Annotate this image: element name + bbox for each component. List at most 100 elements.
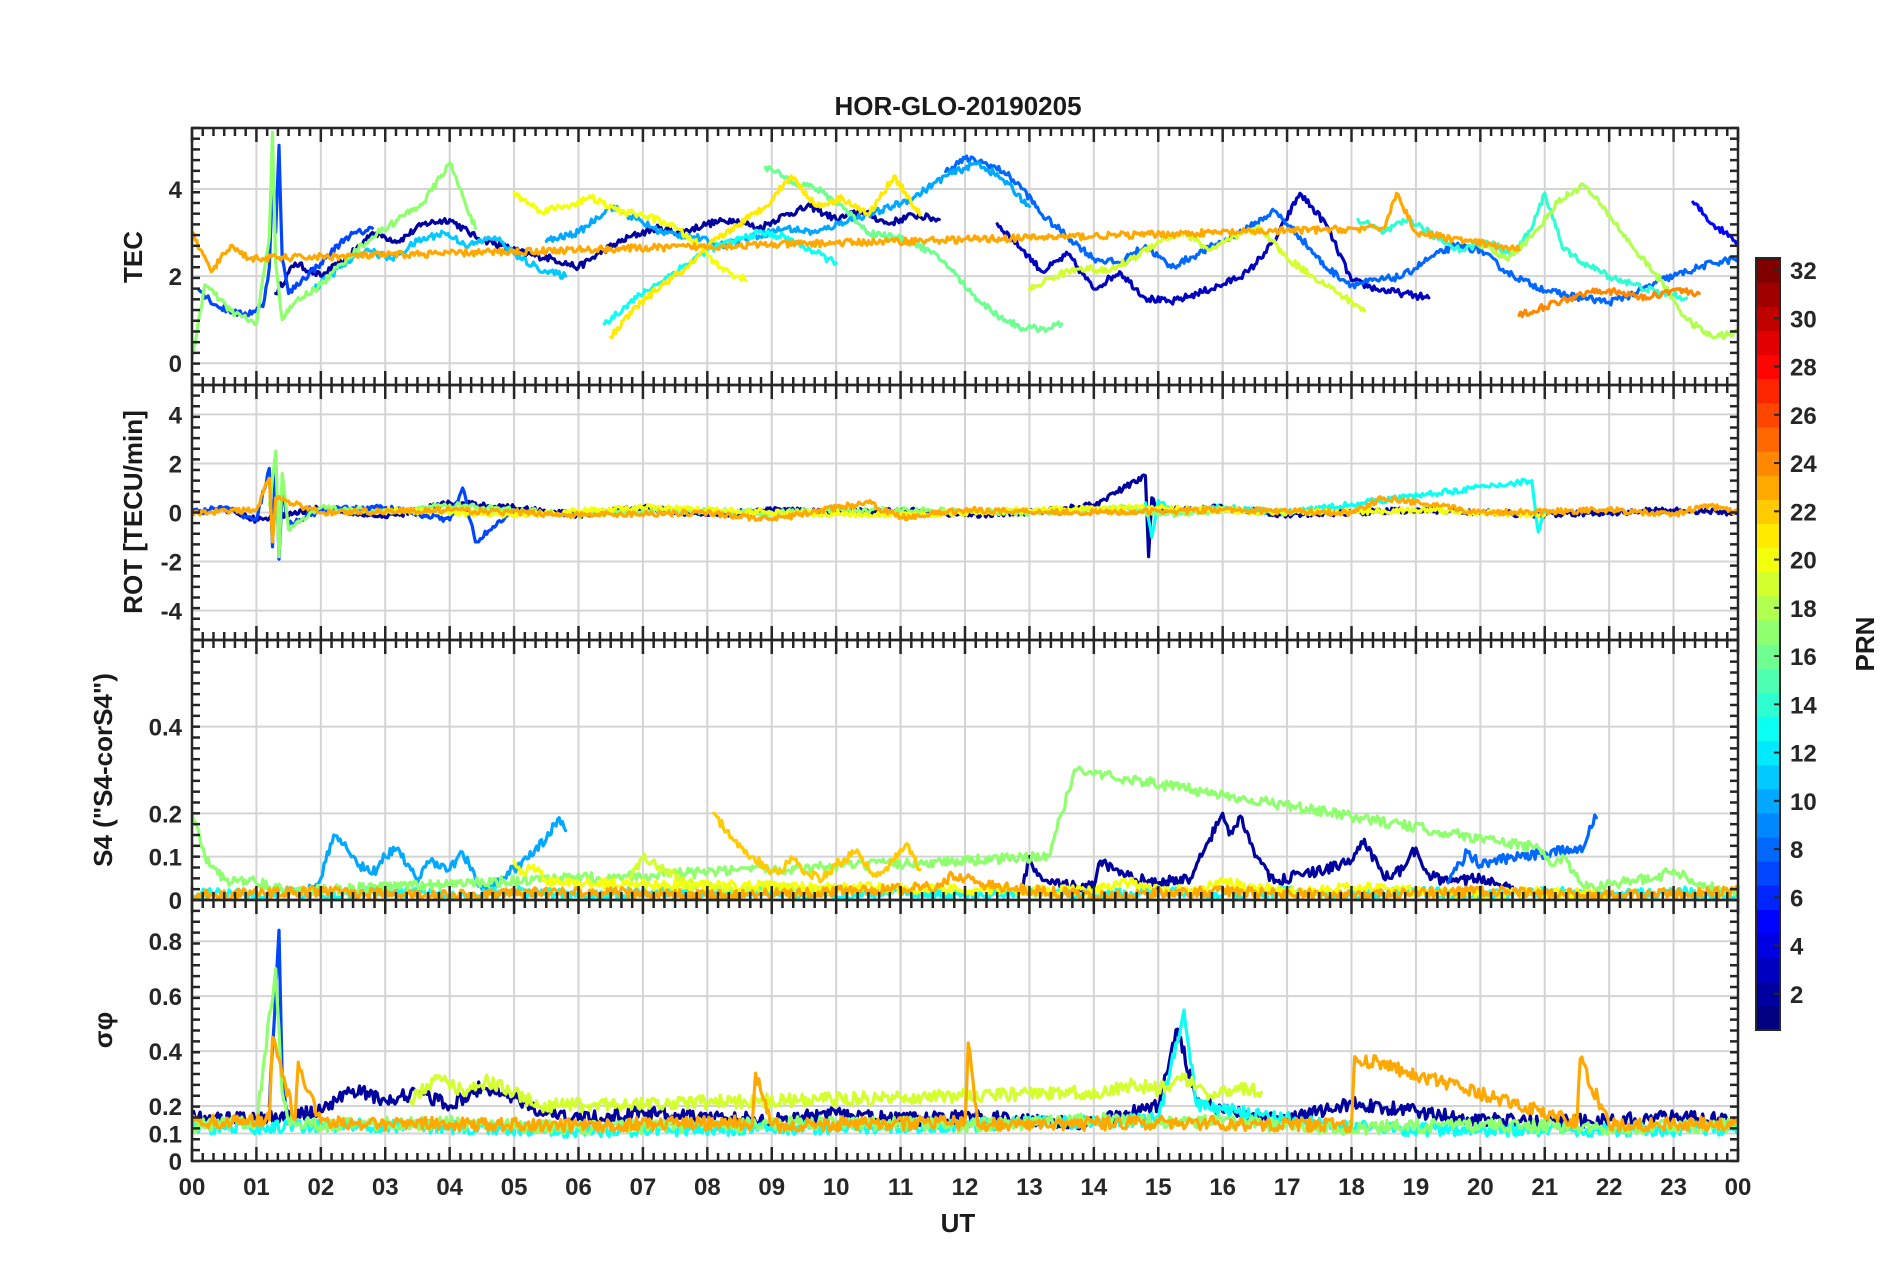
colorbar-tick-label: 20 [1790, 548, 1817, 575]
colorbar-segment [1756, 957, 1780, 983]
colorbar-tick-label: 28 [1790, 355, 1817, 382]
y-axis-label: TEC [118, 231, 148, 283]
colorbar-segment [1756, 330, 1780, 356]
colorbar-segment [1756, 668, 1780, 693]
colorbar-segment [1756, 812, 1780, 838]
x-tick-label: 12 [952, 1174, 979, 1201]
series-line-11 [312, 229, 568, 292]
y-tick-label: -4 [161, 599, 183, 626]
colorbar-tick-label: 4 [1790, 934, 1804, 961]
x-tick-label: 22 [1596, 1174, 1623, 1201]
y-tick-label: 0 [169, 888, 182, 915]
x-tick-label: 07 [630, 1174, 657, 1201]
colorbar-tick-label: 14 [1790, 692, 1817, 719]
series-group [192, 449, 1738, 561]
colorbar-segment [1756, 716, 1780, 742]
colorbar-segment [1756, 378, 1780, 404]
panel-rot: -4 -2 0 2 4 ROT [TECU/min] [118, 383, 1740, 642]
y-axis-label: ROT [TECU/min] [118, 410, 148, 614]
colorbar-segment [1756, 619, 1780, 645]
panel-sigma_phi: 00.10.2 0.4 0.6 0.8 σφ [88, 898, 1740, 1176]
colorbar-tick-label: 12 [1790, 741, 1817, 768]
x-tick-label: 21 [1531, 1174, 1558, 1201]
series-line-19 [1027, 224, 1366, 313]
colorbar-tick-label: 6 [1790, 885, 1803, 912]
y-axis-label: S4 ("S4-corS4") [88, 673, 118, 867]
colorbar-segment [1756, 909, 1780, 935]
series-line-22 [712, 811, 922, 884]
series-line-10 [306, 816, 568, 896]
y-tick-label: 0.2 [149, 1094, 182, 1121]
x-tick-label: 19 [1403, 1174, 1430, 1201]
x-tick-label: 16 [1209, 1174, 1236, 1201]
series-group [192, 130, 1738, 361]
x-tick-label: 06 [565, 1174, 592, 1201]
y-tick-label: 0.8 [149, 929, 182, 956]
x-tick-label: 05 [501, 1174, 528, 1201]
x-tick-label: 00 [179, 1174, 206, 1201]
series-line-3 [995, 191, 1431, 306]
y-tick-label: 4 [169, 402, 183, 429]
x-tick-label: 00 [1725, 1174, 1752, 1201]
colorbar-segment [1756, 282, 1780, 307]
colorbar-segment [1756, 861, 1780, 886]
colorbar-tick-label: 26 [1790, 403, 1817, 430]
y-tick-label: 2 [169, 264, 182, 291]
x-tick-label: 01 [243, 1174, 270, 1201]
x-tick-label: 20 [1467, 1174, 1494, 1201]
x-tick-label: 18 [1338, 1174, 1365, 1201]
colorbar-segment [1756, 1005, 1780, 1031]
x-tick-label: 15 [1145, 1174, 1172, 1201]
colorbar-segment [1756, 426, 1780, 452]
series-line-21 [609, 174, 922, 340]
y-tick-label: 4 [169, 177, 183, 204]
y-tick-label: -2 [161, 550, 182, 577]
series-line-17 [192, 130, 477, 361]
x-tick-label: 14 [1080, 1174, 1107, 1201]
colorbar-segment [1756, 475, 1780, 500]
colorbar-tick-label: 24 [1790, 451, 1817, 478]
colorbar-segment [1756, 571, 1780, 597]
series-line-2 [1021, 811, 1515, 893]
y-tick-label: 0 [169, 1149, 182, 1176]
x-tick-label: 10 [823, 1174, 850, 1201]
x-tick-label: 08 [694, 1174, 721, 1201]
series-line-23 [192, 1035, 1738, 1134]
y-tick-label: 0.4 [149, 1039, 183, 1066]
series-line-24 [1517, 286, 1701, 319]
y-tick-label: 0.4 [149, 715, 183, 742]
colorbar-tick-label: 22 [1790, 499, 1817, 526]
x-tick-label: 02 [307, 1174, 334, 1201]
x-tick-label: 11 [888, 1174, 913, 1201]
series-line-8 [944, 154, 1738, 307]
x-tick-label: 09 [758, 1174, 785, 1201]
x-tick-label: 13 [1016, 1174, 1043, 1201]
series-group [192, 928, 1738, 1139]
colorbar-frame [1755, 257, 1781, 1031]
series-line-17 [192, 765, 1738, 898]
series-line-23 [192, 476, 1738, 544]
x-tick-label: 23 [1660, 1174, 1687, 1201]
y-tick-label: 0.2 [149, 801, 182, 828]
colorbar-tick-label: 30 [1790, 306, 1817, 333]
series-line-20 [512, 191, 748, 283]
x-tick-label: 17 [1274, 1174, 1301, 1201]
colorbar-tick-label: 18 [1790, 596, 1817, 623]
series-line-23 [192, 191, 1521, 274]
colorbar-segment [1756, 523, 1780, 549]
colorbar-label: PRN [1850, 617, 1880, 672]
panel-tec: 0 2 4 TEC [118, 126, 1740, 387]
x-tick-label: 04 [436, 1174, 463, 1201]
chart-title: HOR-GLO-20190205 [834, 91, 1081, 121]
colorbar-segment [1756, 764, 1780, 790]
series-line-19 [409, 1072, 1263, 1114]
colorbar-tick-label: 32 [1790, 258, 1817, 285]
y-tick-label: 0.1 [149, 1122, 182, 1149]
series-line-7 [192, 457, 516, 561]
y-tick-label: 0.6 [149, 984, 182, 1011]
x-axis-label: UT [941, 1208, 976, 1238]
